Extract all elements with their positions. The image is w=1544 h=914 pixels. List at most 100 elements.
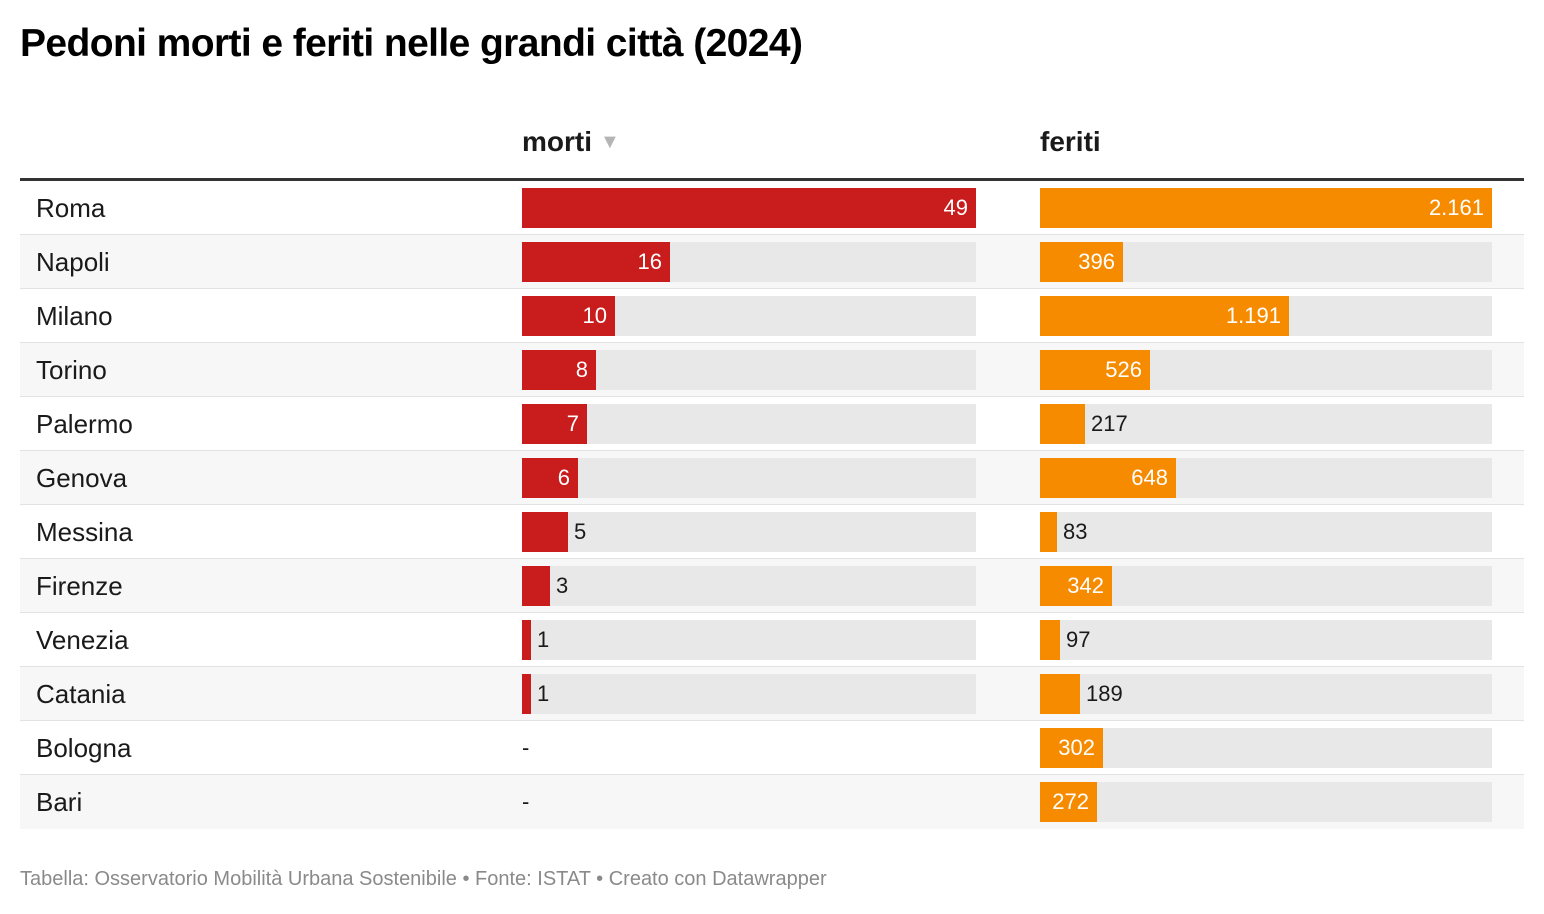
table-row: Firenze 3 342 <box>20 559 1524 613</box>
header-divider <box>20 178 1524 181</box>
feriti-value-label: 83 <box>1063 519 1088 544</box>
city-name: Venezia <box>36 625 129 655</box>
feriti-value-label: 648 <box>1131 465 1168 490</box>
feriti-value-label: 217 <box>1091 411 1128 436</box>
chart-title: Pedoni morti e feriti nelle grandi città… <box>20 22 803 65</box>
table-row: Catania 1 189 <box>20 667 1524 721</box>
feriti-bar-track: 1.191 <box>1040 296 1492 336</box>
morti-bar <box>522 404 587 444</box>
city-name: Catania <box>36 679 126 709</box>
morti-empty-value: - <box>522 735 530 760</box>
city-name: Torino <box>36 355 107 385</box>
table-row: Bari - 272 <box>20 775 1524 829</box>
morti-bar <box>522 512 568 552</box>
feriti-bar-track: 342 <box>1040 566 1492 606</box>
feriti-bar <box>1040 350 1150 390</box>
city-name: Firenze <box>36 571 123 601</box>
feriti-bar <box>1040 188 1492 228</box>
morti-value-label: 7 <box>566 411 579 436</box>
table-row: Torino 8 526 <box>20 343 1524 397</box>
morti-bar-track: 16 <box>522 242 976 282</box>
morti-value-label: 1 <box>537 627 550 652</box>
city-name: Roma <box>36 193 106 223</box>
feriti-bar <box>1040 458 1176 498</box>
morti-bar <box>522 188 976 228</box>
morti-bar-track: 49 <box>522 188 976 228</box>
morti-value-label: 16 <box>637 249 662 274</box>
feriti-bar <box>1040 242 1123 282</box>
city-name: Messina <box>36 517 133 547</box>
feriti-value-label: 396 <box>1078 249 1115 274</box>
column-header-feriti[interactable]: feriti <box>1040 126 1101 158</box>
city-name: Napoli <box>36 247 110 277</box>
feriti-bar-track: 83 <box>1040 512 1492 552</box>
feriti-value-label: 526 <box>1105 357 1142 382</box>
feriti-bar-track: 526 <box>1040 350 1492 390</box>
morti-bar-track: 5 <box>522 512 976 552</box>
city-name: Bologna <box>36 733 132 763</box>
feriti-bar-track: 189 <box>1040 674 1492 714</box>
feriti-bar <box>1040 782 1097 822</box>
morti-bar <box>522 350 596 390</box>
feriti-bar-track: 302 <box>1040 728 1492 768</box>
column-header-morti[interactable]: morti ▼ <box>522 126 620 158</box>
table-row: Venezia 1 97 <box>20 613 1524 667</box>
morti-bar <box>522 674 531 714</box>
feriti-bar <box>1040 728 1103 768</box>
morti-bar <box>522 296 615 336</box>
table-row: Messina 5 83 <box>20 505 1524 559</box>
morti-bar-track: 3 <box>522 566 976 606</box>
feriti-value-label: 342 <box>1067 573 1104 598</box>
feriti-bar-track: 648 <box>1040 458 1492 498</box>
column-header-feriti-label: feriti <box>1040 126 1101 157</box>
morti-bar <box>522 566 550 606</box>
city-name: Palermo <box>36 409 133 439</box>
feriti-bar-track: 272 <box>1040 782 1492 822</box>
morti-bar <box>522 620 531 660</box>
feriti-bar-track: 396 <box>1040 242 1492 282</box>
morti-value-label: 1 <box>537 681 550 706</box>
morti-value-label: 8 <box>575 357 588 382</box>
table-row: Genova 6 648 <box>20 451 1524 505</box>
morti-value-label: 6 <box>557 465 570 490</box>
morti-bar-track: 10 <box>522 296 976 336</box>
feriti-bar-track: 217 <box>1040 404 1492 444</box>
table-body: Roma 49 2.161 Napoli 16 396 Milano 10 1.191 Torin… <box>20 181 1524 829</box>
feriti-value-label: 272 <box>1052 789 1089 814</box>
morti-value-label: 10 <box>582 303 607 328</box>
morti-bar-track: 8 <box>522 350 976 390</box>
table-row: Napoli 16 396 <box>20 235 1524 289</box>
table-row: Roma 49 2.161 <box>20 181 1524 235</box>
feriti-value-label: 302 <box>1058 735 1095 760</box>
feriti-bar <box>1040 296 1289 336</box>
city-name: Genova <box>36 463 128 493</box>
feriti-value-label: 2.161 <box>1428 195 1484 220</box>
feriti-bar-track: 97 <box>1040 620 1492 660</box>
morti-bar <box>522 458 578 498</box>
morti-value-label: 3 <box>556 573 569 598</box>
feriti-bar-track: 2.161 <box>1040 188 1492 228</box>
feriti-value-label: 1.191 <box>1225 303 1281 328</box>
table-row: Milano 10 1.191 <box>20 289 1524 343</box>
table-row: Bologna - 302 <box>20 721 1524 775</box>
morti-bar-track: 6 <box>522 458 976 498</box>
footer-credits: Tabella: Osservatorio Mobilità Urbana So… <box>20 868 827 890</box>
city-name: Bari <box>36 787 83 817</box>
feriti-bar <box>1040 566 1112 606</box>
city-name: Milano <box>36 301 113 331</box>
feriti-bar <box>1040 674 1080 714</box>
table-row: Palermo 7 217 <box>20 397 1524 451</box>
feriti-value-label: 189 <box>1086 681 1123 706</box>
morti-empty-value: - <box>522 789 530 814</box>
morti-bar-track: 1 <box>522 620 976 660</box>
morti-bar-track: 7 <box>522 404 976 444</box>
morti-bar <box>522 242 670 282</box>
feriti-bar <box>1040 404 1085 444</box>
feriti-bar <box>1040 620 1060 660</box>
morti-value-label: 5 <box>574 519 587 544</box>
sort-descending-icon[interactable]: ▼ <box>600 131 620 153</box>
morti-bar-track: 1 <box>522 674 976 714</box>
feriti-bar <box>1040 512 1057 552</box>
morti-value-label: 49 <box>943 195 968 220</box>
column-header-morti-label: morti <box>522 126 592 157</box>
